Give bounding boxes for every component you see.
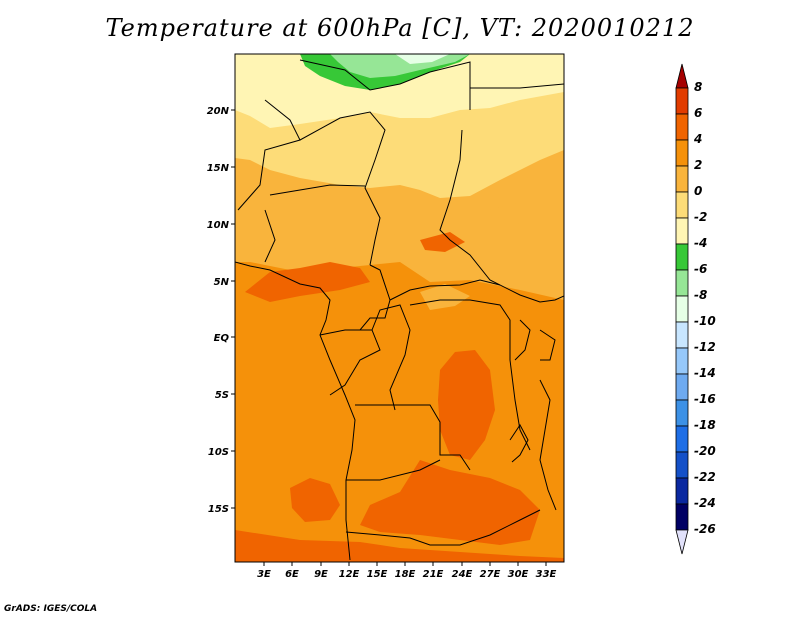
colorbar-cap-bottom xyxy=(675,529,689,555)
colorbar-label: 6 xyxy=(694,106,703,120)
colorbar-swatch xyxy=(675,347,689,375)
colorbar-swatch xyxy=(675,191,689,219)
colorbar-swatch xyxy=(675,269,689,297)
colorbar-swatch xyxy=(675,321,689,349)
colorbar-swatch xyxy=(675,425,689,453)
lon-label: 33E xyxy=(536,569,557,580)
colorbar-swatch xyxy=(675,165,689,193)
field-4-to-6 xyxy=(290,478,340,522)
colorbar-swatch xyxy=(675,87,689,115)
colorbar-label: 4 xyxy=(694,132,703,146)
colorbar-swatch xyxy=(675,451,689,479)
field-pale-green xyxy=(395,54,450,64)
field-4-to-6 xyxy=(235,530,564,562)
colorbar-label: -8 xyxy=(694,288,708,302)
field-4-to-6 xyxy=(360,460,540,545)
colorbar xyxy=(675,63,689,555)
lon-label: 3E xyxy=(257,569,271,580)
colorbar-swatch xyxy=(675,373,689,401)
borders xyxy=(235,59,564,561)
colorbar-label: -16 xyxy=(694,392,716,406)
map-title: Temperature at 600hPa [C], VT: 202001021… xyxy=(105,14,695,42)
lon-label: 24E xyxy=(452,569,473,580)
map-field xyxy=(235,54,564,562)
colorbar-label: -14 xyxy=(694,366,716,380)
colorbar-swatch xyxy=(675,243,689,271)
colorbar-label: -26 xyxy=(694,522,716,536)
lon-label: 15E xyxy=(367,569,388,580)
field-4-to-6 xyxy=(420,232,465,252)
lon-label: 30E xyxy=(508,569,529,580)
colorbar-label: -24 xyxy=(694,496,716,510)
colorbar-label: 8 xyxy=(694,80,703,94)
colorbar-label: 2 xyxy=(694,158,703,172)
colorbar-cap-top xyxy=(675,63,689,89)
credit-text: GrADS: IGES/COLA xyxy=(4,604,98,614)
field-streak xyxy=(330,232,450,252)
lon-label: 18E xyxy=(395,569,416,580)
colorbar-label: -10 xyxy=(694,314,716,328)
map-frame xyxy=(234,53,565,563)
lon-label: 12E xyxy=(339,569,360,580)
colorbar-swatch xyxy=(675,295,689,323)
field-streak xyxy=(480,196,560,224)
colorbar-swatch xyxy=(675,217,689,245)
colorbar-label: -18 xyxy=(694,418,716,432)
colorbar-swatch xyxy=(675,477,689,505)
colorbar-label: -2 xyxy=(694,210,708,224)
lat-label: 10S xyxy=(208,447,229,458)
colorbar-label: 0 xyxy=(694,184,703,198)
colorbar-label: -20 xyxy=(694,444,716,458)
colorbar-swatch xyxy=(675,139,689,167)
colorbar-label: -12 xyxy=(694,340,716,354)
lat-label: 15N xyxy=(207,163,230,174)
lat-label: EQ xyxy=(214,333,230,344)
lat-label: 5S xyxy=(215,390,229,401)
lat-ticks xyxy=(231,109,235,509)
colorbar-swatch xyxy=(675,399,689,427)
lon-label: 27E xyxy=(480,569,501,580)
lat-label: 20N xyxy=(207,106,230,117)
lat-label: 10N xyxy=(207,220,230,231)
field-0-to-2 xyxy=(420,284,470,310)
field-4-to-6 xyxy=(438,350,495,460)
lon-label: 21E xyxy=(423,569,444,580)
colorbar-label: -6 xyxy=(694,262,708,276)
colorbar-swatch xyxy=(675,503,689,531)
field-4-to-6 xyxy=(245,262,370,302)
colorbar-label: -22 xyxy=(694,470,716,484)
lat-label: 15S xyxy=(208,504,229,515)
lon-ticks xyxy=(263,562,547,566)
lat-label: 5N xyxy=(214,277,230,288)
lon-label: 9E xyxy=(314,569,328,580)
colorbar-swatch xyxy=(675,113,689,141)
lon-label: 6E xyxy=(285,569,299,580)
colorbar-label: -4 xyxy=(694,236,708,250)
